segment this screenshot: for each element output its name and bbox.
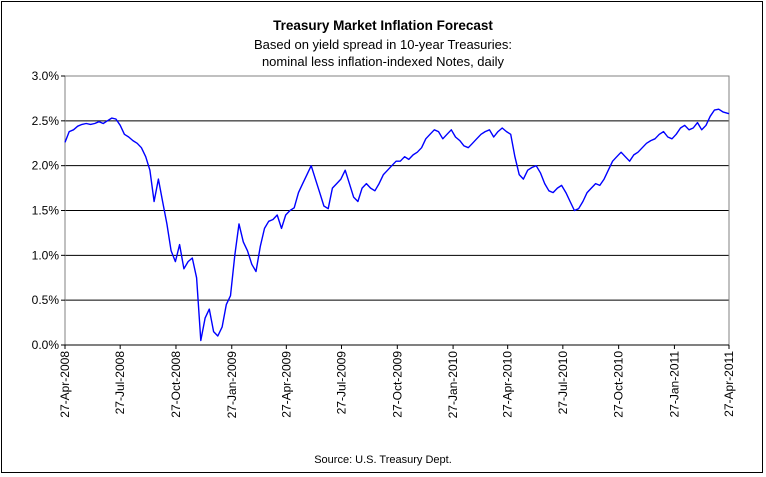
x-tick-label: 27-Jul-2008: [113, 351, 127, 415]
x-tick-label: 27-Apr-2010: [501, 351, 515, 418]
series-line: [64, 108, 730, 342]
x-tick-label: 27-Jan-2010: [446, 351, 460, 419]
chart-subtitle-line-2: nominal less inflation-indexed Notes, da…: [262, 54, 505, 69]
chart-title: Treasury Market Inflation Forecast: [273, 18, 493, 33]
x-tick-label: 27-Jan-2011: [667, 351, 681, 418]
x-tick-label: 27-Oct-2009: [390, 351, 404, 418]
chart-subtitle-line-1: Based on yield spread in 10-year Treasur…: [254, 37, 512, 52]
y-tick-label: 1.5%: [32, 204, 60, 218]
x-tick-label: 27-Jul-2009: [335, 351, 349, 415]
y-tick-label: 3.0%: [32, 69, 60, 83]
x-tick-label: 27-Apr-2008: [58, 351, 72, 418]
y-tick-label: 1.0%: [32, 248, 60, 262]
y-tick-label: 2.0%: [32, 159, 60, 173]
x-tick-label: 27-Oct-2010: [612, 351, 626, 418]
chart-source: Source: U.S. Treasury Dept.: [314, 454, 452, 466]
y-tick-label: 0.5%: [32, 293, 60, 307]
x-tick-label: 27-Oct-2008: [169, 351, 183, 418]
x-tick-label: 27-Apr-2009: [279, 351, 293, 418]
x-tick-label: 27-Jul-2010: [556, 351, 570, 415]
y-tick-label: 0.0%: [32, 338, 60, 352]
x-tick-label: 27-Jan-2009: [225, 351, 239, 419]
x-tick-label: 27-Apr-2011: [722, 351, 736, 417]
y-tick-label: 2.5%: [32, 114, 60, 128]
line-chart: Treasury Market Inflation Forecast Based…: [32, 18, 736, 466]
